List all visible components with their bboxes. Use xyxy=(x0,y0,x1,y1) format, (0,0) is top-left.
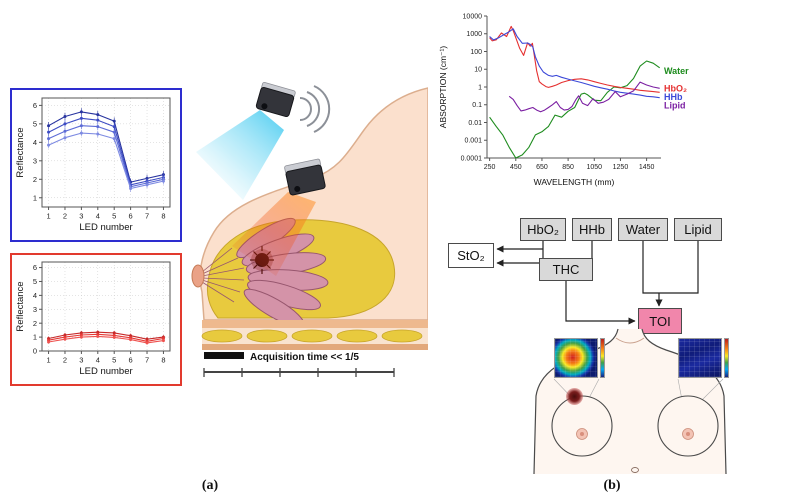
svg-text:1: 1 xyxy=(46,356,50,365)
svg-text:850: 850 xyxy=(562,164,574,171)
flow-box-hhb: HHb xyxy=(572,218,612,241)
flow-box-water: Water xyxy=(618,218,668,241)
svg-text:2: 2 xyxy=(33,175,37,184)
svg-text:1250: 1250 xyxy=(613,164,629,171)
breast-scan-illustration: Acquisition time << 1/5 xyxy=(188,80,429,380)
processing-flow-diagram: HbO₂ HHb Water Lipid StO₂ THC TOI xyxy=(445,205,790,340)
svg-text:ABSORPTION (cm⁻¹): ABSORPTION (cm⁻¹) xyxy=(438,46,448,129)
svg-text:5: 5 xyxy=(33,119,37,128)
svg-text:LED number: LED number xyxy=(79,366,132,377)
svg-text:450: 450 xyxy=(510,164,522,171)
flow-arrows xyxy=(496,241,699,325)
panel-b-label: (b) xyxy=(603,478,621,493)
flow-box-lipid: Lipid xyxy=(674,218,722,241)
svg-text:1: 1 xyxy=(46,212,50,221)
svg-text:1: 1 xyxy=(33,333,37,342)
svg-text:5: 5 xyxy=(112,356,116,365)
svg-text:3: 3 xyxy=(79,212,83,221)
svg-text:Water: Water xyxy=(664,66,689,76)
svg-text:1050: 1050 xyxy=(586,164,602,171)
svg-text:0.0001: 0.0001 xyxy=(461,155,483,162)
absorption-spectra-chart: 250 450 650 850 1050 1250 1450 0.0001 0.001 0.01 0… xyxy=(437,8,717,193)
svg-text:5: 5 xyxy=(33,277,37,286)
reflectance-chart-red: 1 2 3 4 5 6 7 8 0 1 2 3 4 5 6 LED number Reflectance xyxy=(10,253,182,386)
tumor-marker xyxy=(566,388,583,405)
svg-text:10: 10 xyxy=(474,67,482,74)
svg-text:Reflectance: Reflectance xyxy=(15,281,26,331)
svg-text:650: 650 xyxy=(536,164,548,171)
svg-text:6: 6 xyxy=(129,212,133,221)
svg-text:6: 6 xyxy=(33,101,37,110)
svg-text:7: 7 xyxy=(145,212,149,221)
svg-text:2: 2 xyxy=(33,319,37,328)
svg-text:1450: 1450 xyxy=(639,164,655,171)
svg-text:0: 0 xyxy=(33,347,37,356)
svg-text:2: 2 xyxy=(63,356,67,365)
svg-text:6: 6 xyxy=(129,356,133,365)
svg-text:7: 7 xyxy=(145,356,149,365)
svg-text:250: 250 xyxy=(484,164,496,171)
breast-scan-svg: Acquisition time << 1/5 xyxy=(191,82,429,377)
nipple xyxy=(191,264,205,288)
torso-illustration xyxy=(490,326,770,476)
svg-text:0.001: 0.001 xyxy=(464,138,482,145)
svg-text:3: 3 xyxy=(33,305,37,314)
toi-heatmap-lesion xyxy=(554,338,598,378)
acquisition-time-label: Acquisition time << 1/5 xyxy=(250,352,359,363)
colorbar-right-icon xyxy=(724,338,729,378)
svg-text:0.01: 0.01 xyxy=(468,120,482,127)
flow-box-thc: THC xyxy=(539,258,593,281)
colorbar-left-icon xyxy=(600,338,605,378)
left-breast xyxy=(551,395,613,457)
svg-text:4: 4 xyxy=(33,138,37,147)
svg-text:HbO₂: HbO₂ xyxy=(664,83,687,93)
svg-text:6: 6 xyxy=(33,263,37,272)
scanner-device-top xyxy=(255,82,296,118)
svg-text:100: 100 xyxy=(470,49,482,56)
svg-text:3: 3 xyxy=(33,156,37,165)
scale-bar xyxy=(204,352,244,359)
svg-text:8: 8 xyxy=(161,212,165,221)
svg-text:5: 5 xyxy=(112,212,116,221)
flow-box-hbo2: HbO₂ xyxy=(520,218,566,241)
milk-ducts xyxy=(201,247,245,303)
blue-light-beam xyxy=(196,110,284,200)
svg-text:4: 4 xyxy=(96,212,100,221)
absorption-spectra-chart-svg: 250 450 650 850 1050 1250 1450 0.0001 0.001 0.01 0… xyxy=(438,13,689,187)
reflectance-chart-blue: 1 2 3 4 5 6 7 8 1 2 3 4 5 6 LED number Reflectance xyxy=(10,88,182,242)
signal-waves-icon xyxy=(299,85,331,133)
svg-text:8: 8 xyxy=(161,356,165,365)
svg-text:WAVELENGTH (mm): WAVELENGTH (mm) xyxy=(534,177,615,187)
svg-text:1: 1 xyxy=(33,193,37,202)
timeline-ruler xyxy=(203,368,395,377)
svg-text:4: 4 xyxy=(96,356,100,365)
neck-line xyxy=(615,337,645,344)
svg-text:0.1: 0.1 xyxy=(472,102,482,109)
svg-text:LED number: LED number xyxy=(79,222,132,233)
red-light-beam xyxy=(232,192,316,276)
flow-box-toi: TOI xyxy=(638,308,682,334)
svg-text:1: 1 xyxy=(478,84,482,91)
panel-a-label: (a) xyxy=(201,478,219,493)
svg-text:1000: 1000 xyxy=(466,31,482,38)
svg-text:3: 3 xyxy=(79,356,83,365)
navel xyxy=(631,467,639,473)
flow-box-sto2: StO₂ xyxy=(448,243,494,268)
svg-text:2: 2 xyxy=(63,212,67,221)
svg-text:Reflectance: Reflectance xyxy=(15,127,26,177)
svg-text:HHb: HHb xyxy=(664,92,683,102)
scanner-device-bottom xyxy=(284,158,326,196)
svg-text:Lipid: Lipid xyxy=(664,101,686,111)
right-breast xyxy=(657,395,719,457)
svg-text:4: 4 xyxy=(33,291,37,300)
toi-heatmap-healthy xyxy=(678,338,722,378)
svg-text:10000: 10000 xyxy=(463,13,483,20)
chest-wall-layers xyxy=(201,320,428,350)
